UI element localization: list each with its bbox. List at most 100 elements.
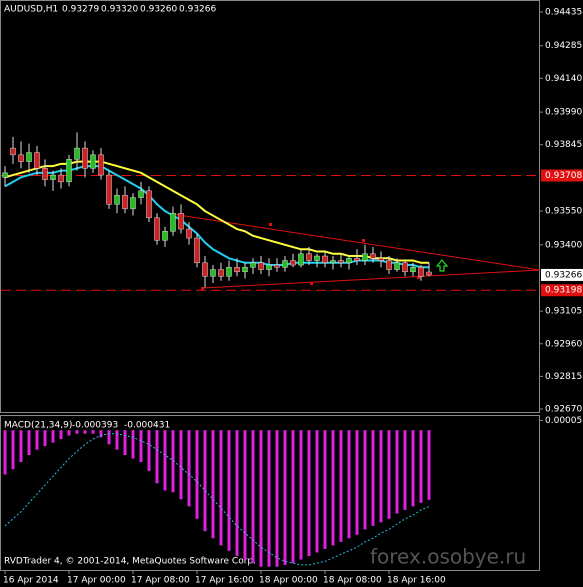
macd-bar bbox=[267, 430, 271, 567]
macd-bar bbox=[395, 430, 399, 514]
candle-body bbox=[98, 154, 104, 176]
macd-bar bbox=[43, 430, 47, 447]
macd-bar bbox=[299, 430, 303, 560]
point bbox=[362, 239, 365, 242]
candle-body bbox=[138, 190, 144, 198]
macd-bar bbox=[291, 430, 295, 564]
macd-bar bbox=[259, 430, 263, 567]
macd-bar bbox=[227, 430, 231, 551]
watermark: forex.osobye.ru bbox=[370, 545, 526, 569]
macd-bar bbox=[331, 430, 335, 546]
candle-body bbox=[106, 174, 112, 205]
macd-bar bbox=[315, 430, 319, 553]
symbol: AUDUSD,H1 bbox=[4, 5, 58, 15]
y-tick-label: 0.93845 bbox=[545, 140, 582, 150]
candle-body bbox=[290, 260, 296, 266]
ohlc-value: 0.93320 bbox=[101, 5, 138, 15]
macd-bar bbox=[275, 430, 279, 567]
macd-bar bbox=[243, 430, 247, 560]
candle-body bbox=[58, 174, 64, 183]
macd-bar bbox=[187, 430, 191, 507]
macd-bar bbox=[219, 430, 223, 546]
level-tag bbox=[541, 284, 583, 297]
candle-body bbox=[18, 154, 24, 162]
macd-bar bbox=[411, 430, 415, 507]
macd-bar bbox=[307, 430, 311, 557]
candle-body bbox=[218, 269, 224, 277]
candle-body bbox=[362, 253, 368, 261]
candle-body bbox=[74, 147, 80, 160]
candle-body bbox=[82, 147, 88, 169]
candle-body bbox=[386, 260, 392, 270]
ohlc-value: 0.93266 bbox=[179, 5, 216, 15]
candle-body bbox=[266, 264, 272, 270]
macd-bar bbox=[355, 430, 359, 535]
macd-bar bbox=[427, 430, 431, 500]
price-tag bbox=[541, 268, 583, 281]
candle-body bbox=[282, 260, 288, 268]
ohlc-value: 0.93260 bbox=[140, 5, 177, 15]
candle-body bbox=[338, 260, 344, 264]
macd-bar bbox=[379, 430, 383, 523]
y-tick-label: 0.92815 bbox=[545, 372, 582, 382]
macd-bar bbox=[419, 430, 423, 503]
macd-value: -0.000393 bbox=[72, 421, 118, 431]
candle-body bbox=[322, 255, 328, 264]
macd-bar bbox=[139, 430, 143, 463]
macd-label: MACD(21,34,9) bbox=[4, 421, 72, 431]
y-tick-label: 0.93990 bbox=[545, 108, 582, 118]
y-tick-label: 0.000055 bbox=[545, 416, 583, 426]
candle-body bbox=[42, 168, 48, 180]
macd-bar bbox=[235, 430, 239, 557]
macd-bar bbox=[339, 430, 343, 542]
macd-bar bbox=[179, 430, 183, 500]
candle-body bbox=[258, 262, 264, 270]
main-pane bbox=[0, 0, 540, 413]
macd-bar bbox=[11, 430, 15, 470]
buy-arrow bbox=[435, 259, 449, 272]
candle-body bbox=[210, 269, 216, 277]
x-tick-label: 18 Apr 00:00 bbox=[259, 576, 318, 586]
current-price: 0.93266 bbox=[545, 270, 582, 280]
trendline bbox=[171, 213, 541, 271]
signal-line bbox=[4, 433, 430, 566]
candle-body bbox=[162, 231, 168, 241]
candle-body bbox=[170, 213, 176, 232]
macd-bar bbox=[107, 430, 111, 445]
y-tick-label: 0.93105 bbox=[545, 307, 582, 317]
candle-body bbox=[378, 258, 384, 261]
x-tick-label: 17 Apr 16:00 bbox=[195, 576, 254, 586]
candle-body bbox=[26, 152, 32, 162]
y-tick-label: 0.92960 bbox=[545, 339, 582, 349]
candle-body bbox=[330, 260, 336, 264]
y-tick-label: 0.94140 bbox=[545, 74, 582, 84]
macd-bar bbox=[347, 430, 351, 539]
level-label: 0.93708 bbox=[545, 171, 582, 181]
candle-body bbox=[50, 174, 56, 180]
candle-body bbox=[202, 262, 208, 277]
macd-bar bbox=[75, 430, 79, 434]
macd-bar bbox=[59, 430, 63, 440]
candle-body bbox=[122, 195, 128, 210]
point bbox=[310, 282, 313, 285]
y-tick-label: 0.93550 bbox=[545, 207, 582, 217]
x-tick-label: 16 Apr 2014 bbox=[3, 576, 59, 586]
macd-bar bbox=[403, 430, 407, 510]
x-tick-label: 18 Apr 16:00 bbox=[387, 576, 446, 586]
macd-bar bbox=[387, 430, 391, 519]
candle-body bbox=[234, 267, 240, 273]
macd-bar bbox=[3, 430, 7, 475]
macd-pane bbox=[0, 415, 540, 571]
candle-body bbox=[226, 267, 232, 277]
candle-body bbox=[346, 258, 352, 264]
macd-bar bbox=[363, 430, 367, 530]
macd-bar bbox=[163, 430, 167, 491]
candle-body bbox=[10, 147, 16, 156]
candle-body bbox=[114, 195, 120, 205]
candle-body bbox=[2, 172, 8, 178]
macd-bar bbox=[19, 430, 23, 463]
y-tick-label: 0.94435 bbox=[545, 8, 582, 18]
candle-body bbox=[154, 217, 160, 241]
y-tick-label: 0.92670 bbox=[545, 405, 582, 415]
macd-value: -0.000431 bbox=[124, 421, 170, 431]
